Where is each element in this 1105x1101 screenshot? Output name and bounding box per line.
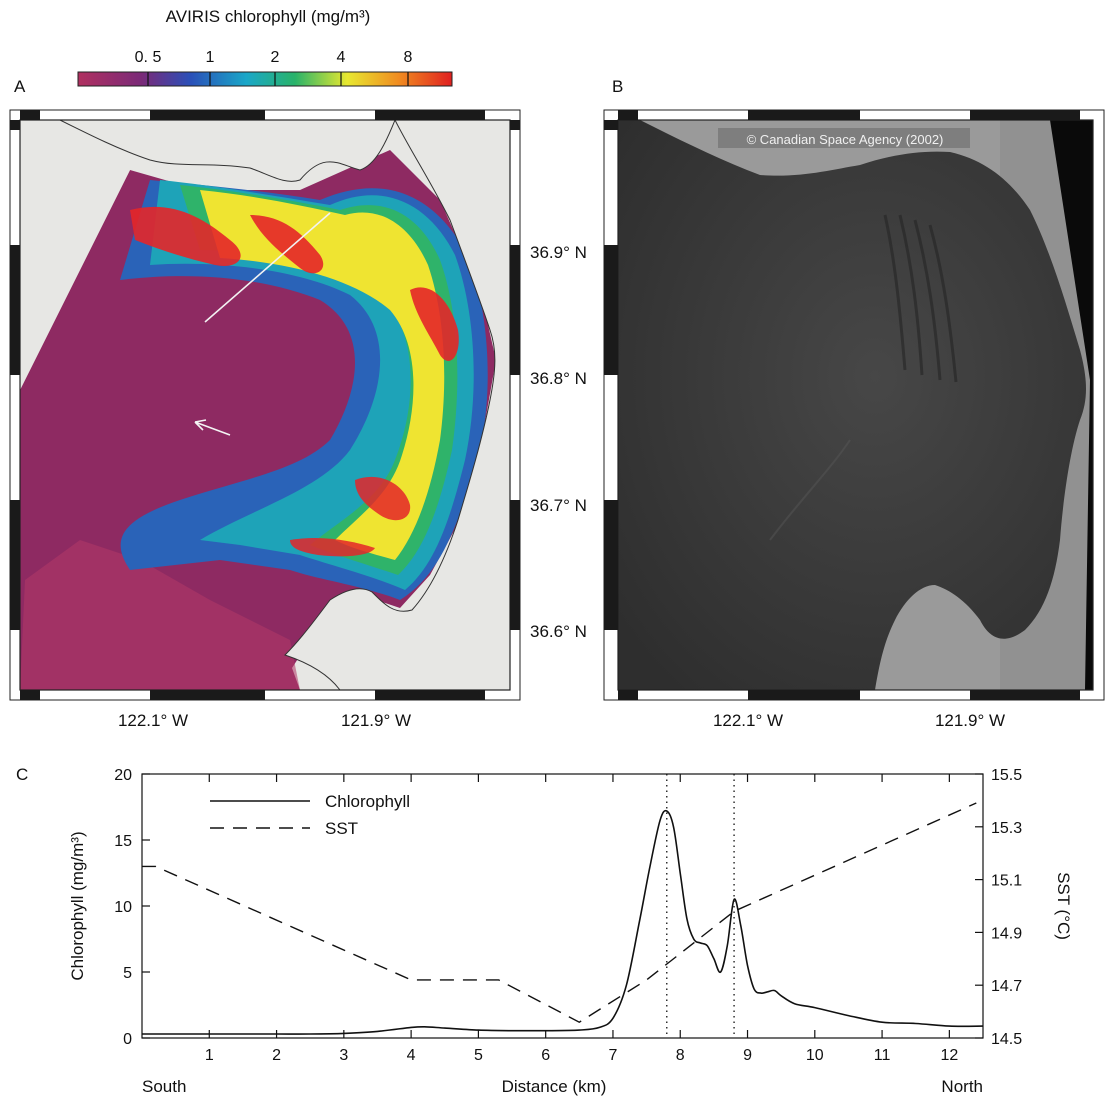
left-axis-label: Chlorophyll (mg/m³) xyxy=(68,831,87,980)
plot-frame xyxy=(141,773,984,1039)
colorbar-tick-label: 4 xyxy=(337,49,346,66)
sar-front-streak xyxy=(769,439,851,541)
colorbar-tick-label: 0. 5 xyxy=(135,49,162,66)
legend-sst-label: SST xyxy=(325,819,358,838)
panel-a: A xyxy=(9,77,587,730)
panel-b-frame-ticks-left xyxy=(604,120,618,630)
x-tick-label: 8 xyxy=(676,1047,685,1064)
left-y-tick-label: 5 xyxy=(123,965,132,982)
transect-line xyxy=(204,212,331,323)
right-y-ticks xyxy=(975,773,983,1039)
colorbar-gradient xyxy=(77,71,453,87)
bloom-red-patch-front xyxy=(250,215,324,274)
lat-label: 36.9° N xyxy=(530,243,587,262)
x-tick-label: 3 xyxy=(339,1047,348,1064)
left-y-tick-label: 10 xyxy=(114,899,132,916)
x-tick-label: 1 xyxy=(205,1047,214,1064)
colorbar-tick-labels: 0. 5 1 2 4 8 xyxy=(135,49,413,66)
legend: Chlorophyll SST xyxy=(210,792,410,838)
colorbar-tick-label: 2 xyxy=(271,49,280,66)
left-y-tick-label: 20 xyxy=(114,767,132,784)
x-ticks xyxy=(208,774,950,1038)
legend-chlorophyll-label: Chlorophyll xyxy=(325,792,410,811)
left-y-tick-label: 0 xyxy=(123,1031,132,1048)
panel-a-frame-ticks-right xyxy=(510,120,520,630)
sar-credit: © Canadian Space Agency (2002) xyxy=(747,132,944,147)
lon-label: 122.1° W xyxy=(118,711,188,730)
panel-b-label: B xyxy=(612,77,623,96)
sar-credit-backdrop xyxy=(718,128,970,148)
lon-label: 122.1° W xyxy=(713,711,783,730)
x-tick-label: 12 xyxy=(940,1047,958,1064)
x-tick-label: 6 xyxy=(541,1047,550,1064)
x-axis-label: Distance (km) xyxy=(502,1077,607,1096)
x-tick-label: 11 xyxy=(874,1047,891,1064)
sar-sea xyxy=(618,120,1086,690)
colorbar-title: AVIRIS chlorophyll (mg/m³) xyxy=(166,7,371,26)
right-y-tick-label: 15.3 xyxy=(991,820,1022,837)
land-east-coast xyxy=(284,120,510,690)
lat-label: 36.6° N xyxy=(530,622,587,641)
right-y-tick-label: 14.5 xyxy=(991,1031,1022,1048)
bloom-red-patch-north xyxy=(130,206,241,266)
sar-black-edge xyxy=(1050,120,1093,690)
panel-a-lat-labels: 36.9° N 36.8° N 36.7° N 36.6° N xyxy=(530,243,587,641)
panel-c-label: C xyxy=(16,765,28,784)
left-y-tick-label: 15 xyxy=(114,833,132,850)
right-y-tick-label: 14.9 xyxy=(991,925,1022,942)
right-axis-label: SST (°C) xyxy=(1054,872,1073,940)
right-y-tick-label: 15.1 xyxy=(991,873,1022,890)
bloom-red-patch-southwest xyxy=(290,537,375,557)
lat-label: 36.7° N xyxy=(530,496,587,515)
chlorophyll-map xyxy=(20,120,510,690)
panel-b-frame-ticks-bottom xyxy=(618,690,1080,700)
x-tick-label: 9 xyxy=(743,1047,752,1064)
sst-series-line xyxy=(142,802,977,1024)
colorbar-tick-label: 1 xyxy=(206,49,215,66)
north-label: North xyxy=(941,1077,983,1096)
panel-a-lon-labels: 122.1° W 121.9° W xyxy=(118,711,411,730)
land-southwest-wedge xyxy=(20,120,130,390)
right-y-tick-label: 15.5 xyxy=(991,767,1022,784)
x-tick-label: 5 xyxy=(474,1047,483,1064)
panel-b: B © Canadian Space Agency (2002) xyxy=(603,77,1105,730)
lat-label: 36.8° N xyxy=(530,369,587,388)
current-arrow-icon xyxy=(194,419,231,436)
colorbar-tick-label: 8 xyxy=(404,49,413,66)
offshore-magenta-patch xyxy=(20,540,300,690)
panel-a-frame xyxy=(9,109,521,701)
panel-a-frame-ticks-left xyxy=(10,120,20,630)
chlorophyll-series-line xyxy=(142,809,984,1035)
panel-b-frame xyxy=(603,109,1105,701)
bloom-red-patch-south xyxy=(355,476,411,521)
panel-a-frame-ticks-top xyxy=(20,110,485,120)
bloom-red-patch-east xyxy=(410,287,459,361)
land-north-coast xyxy=(59,120,396,182)
lon-label: 121.9° W xyxy=(935,711,1005,730)
sar-image: © Canadian Space Agency (2002) xyxy=(618,120,1093,690)
panel-b-lon-labels: 122.1° W 121.9° W xyxy=(713,711,1005,730)
coastal-yellow-band xyxy=(200,190,445,560)
panel-b-frame-ticks-top xyxy=(618,110,1080,120)
panel-a-label: A xyxy=(14,77,26,96)
right-y-tick-label: 14.7 xyxy=(991,978,1022,995)
x-tick-label: 2 xyxy=(272,1047,281,1064)
right-y-tick-labels: 14.5 14.7 14.9 15.1 15.3 15.5 xyxy=(991,767,1022,1048)
x-tick-label: 10 xyxy=(806,1047,824,1064)
internal-wave-bands xyxy=(883,214,958,383)
colorbar-ticks xyxy=(147,72,409,86)
panel-a-frame-ticks-bottom xyxy=(20,690,485,700)
x-tick-label: 7 xyxy=(609,1047,618,1064)
colorbar: AVIRIS chlorophyll (mg/m³) 0. 5 1 2 4 8 xyxy=(77,7,453,87)
lon-label: 121.9° W xyxy=(341,711,411,730)
left-y-tick-labels: 0 5 10 15 20 xyxy=(114,767,132,1048)
peak-markers xyxy=(666,774,735,1038)
x-tick-labels: 1 2 3 4 5 6 7 8 9 10 11 12 xyxy=(205,1047,959,1064)
x-tick-label: 4 xyxy=(407,1047,416,1064)
left-y-ticks xyxy=(142,773,150,1039)
south-label: South xyxy=(142,1077,186,1096)
